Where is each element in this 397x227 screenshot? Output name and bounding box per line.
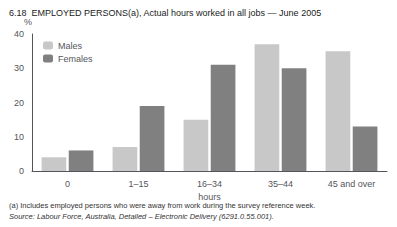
svg-text:%: %	[24, 17, 32, 27]
svg-text:6.18 EMPLOYED PERSONS(a), Act: 6.18 EMPLOYED PERSONS(a), Actual hours w…	[9, 8, 321, 18]
svg-text:0: 0	[65, 179, 70, 189]
svg-text:hours: hours	[198, 192, 221, 203]
svg-text:35–44: 35–44	[268, 179, 293, 189]
svg-text:40: 40	[14, 29, 24, 39]
svg-text:10: 10	[14, 132, 24, 142]
svg-text:20: 20	[14, 98, 24, 108]
svg-text:Females: Females	[58, 54, 93, 64]
svg-text:30: 30	[14, 63, 24, 73]
svg-text:45 and over: 45 and over	[328, 179, 376, 189]
svg-text:Males: Males	[58, 41, 83, 51]
svg-text:Source: Labour Force, Australi: Source: Labour Force, Australia, Detaile…	[9, 212, 274, 221]
svg-text:1–15: 1–15	[128, 179, 148, 189]
svg-text:(a) Includes employed persons: (a) Includes employed persons who were a…	[9, 201, 315, 210]
svg-text:0: 0	[19, 166, 24, 176]
svg-text:16–34: 16–34	[197, 179, 222, 189]
